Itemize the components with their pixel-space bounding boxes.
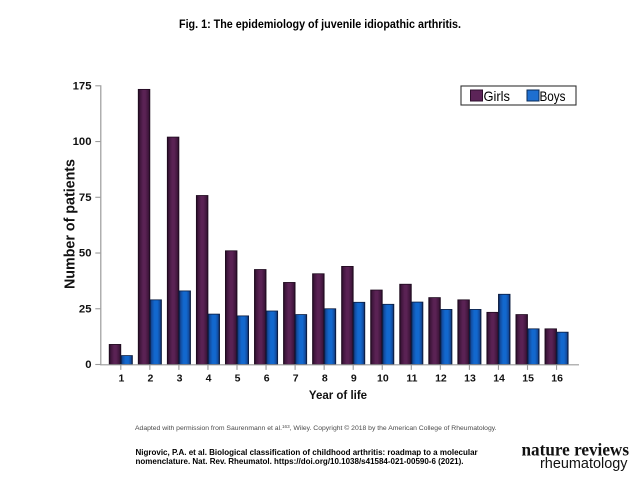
svg-text:nomenclature. Nat. Rev. Rheuma: nomenclature. Nat. Rev. Rheumatol. https…: [136, 457, 464, 466]
svg-text:Nigrovic, P.A. et al. Biologic: Nigrovic, P.A. et al. Biological classif…: [136, 448, 478, 457]
svg-text:100: 100: [73, 136, 92, 148]
svg-text:0: 0: [85, 359, 91, 371]
svg-text:Boys: Boys: [540, 88, 566, 104]
svg-text:50: 50: [79, 248, 92, 260]
svg-text:15: 15: [522, 373, 534, 385]
svg-text:1: 1: [118, 373, 124, 385]
svg-text:nature reviews: nature reviews: [522, 439, 630, 459]
svg-text:175: 175: [73, 80, 92, 92]
svg-text:7: 7: [293, 373, 299, 385]
svg-text:16: 16: [551, 373, 563, 385]
svg-text:14: 14: [493, 373, 505, 385]
svg-text:11: 11: [406, 373, 417, 385]
svg-text:8: 8: [322, 373, 328, 385]
svg-text:rheumatology: rheumatology: [540, 455, 628, 472]
svg-text:Girls: Girls: [484, 88, 511, 104]
svg-text:13: 13: [464, 373, 476, 385]
svg-text:75: 75: [79, 192, 92, 204]
svg-text:10: 10: [377, 373, 389, 385]
svg-text:5: 5: [235, 373, 241, 385]
svg-text:Fig. 1: The epidemiology of ju: Fig. 1: The epidemiology of juvenile idi…: [179, 17, 461, 31]
svg-text:3: 3: [177, 373, 183, 385]
svg-text:Adapted with permission from S: Adapted with permission from Saurenmann …: [135, 424, 497, 432]
svg-text:25: 25: [79, 303, 92, 315]
svg-text:4: 4: [206, 373, 212, 385]
svg-text:12: 12: [435, 373, 447, 385]
svg-text:6: 6: [264, 373, 270, 385]
svg-text:9: 9: [351, 373, 357, 385]
svg-text:Year of life: Year of life: [309, 390, 367, 402]
svg-text:2: 2: [148, 373, 154, 385]
svg-text:Number of patients: Number of patients: [63, 159, 79, 289]
